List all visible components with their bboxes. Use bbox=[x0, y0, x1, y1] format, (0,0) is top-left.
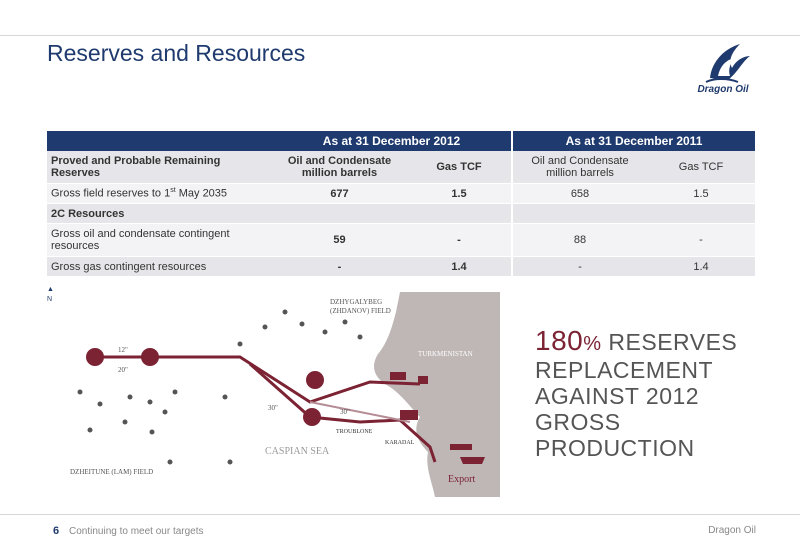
north-arrow: ▲ N bbox=[47, 285, 54, 305]
label-pipe-12: 12" bbox=[118, 346, 128, 354]
row-label: 2C Resources bbox=[47, 203, 272, 224]
col-header-gas-2012: Gas TCF bbox=[407, 151, 512, 184]
facility-box bbox=[418, 376, 428, 384]
reserves-table: As at 31 December 2012 As at 31 December… bbox=[47, 131, 755, 277]
facility-box bbox=[450, 444, 472, 450]
logo-text: Dragon Oil bbox=[697, 84, 749, 95]
platform-circle bbox=[306, 371, 324, 389]
table-row: Gross field reserves to 1st May 2035 677… bbox=[47, 183, 755, 204]
pipeline-main bbox=[95, 355, 421, 404]
north-arrow-icon: ▲ bbox=[47, 286, 54, 293]
cell-gas-2012: 1.5 bbox=[407, 183, 512, 204]
label-pipe-30a: 30" bbox=[268, 404, 278, 412]
table-row: 2C Resources bbox=[47, 203, 755, 224]
well-dot bbox=[322, 329, 328, 335]
col-header-oil-2011: Oil and Condensate million barrels bbox=[511, 151, 647, 184]
platform-markers bbox=[86, 348, 324, 426]
footer-company: Dragon Oil bbox=[708, 525, 756, 536]
cell-empty bbox=[511, 203, 647, 224]
label-pipe-20: 20" bbox=[118, 366, 128, 374]
dragon-logo-icon bbox=[705, 44, 750, 83]
well-dot bbox=[342, 319, 348, 325]
reserves-headline: 180% RESERVES REPLACEMENT AGAINST 2012 G… bbox=[535, 325, 785, 462]
row-label: Gross gas contingent resources bbox=[47, 256, 272, 277]
group-header-2012: As at 31 December 2012 bbox=[272, 131, 512, 151]
well-dot bbox=[357, 334, 363, 340]
cell-oil-2011: 88 bbox=[511, 223, 647, 257]
label-dzheitune: DZHEITUNE (LAM) FIELD bbox=[70, 468, 153, 476]
well-dot bbox=[237, 341, 243, 347]
footer-text: Continuing to meet our targets bbox=[69, 526, 204, 537]
well-dot bbox=[299, 321, 305, 327]
label-caspian: CASPIAN SEA bbox=[265, 446, 330, 457]
well-dot bbox=[162, 409, 168, 415]
group-header-2011: As at 31 December 2011 bbox=[511, 131, 755, 151]
col-header-label: Proved and Probable Remaining Reserves bbox=[47, 151, 272, 184]
label-dzhygalybeg: DZHYGALYBEG bbox=[330, 298, 382, 306]
label-turkmenistan: TURKMENISTAN bbox=[418, 350, 473, 358]
well-dot bbox=[262, 324, 268, 330]
cell-gas-2011: - bbox=[647, 223, 755, 257]
ship-icon bbox=[460, 457, 485, 464]
cell-empty bbox=[272, 203, 407, 224]
headline-line-2: REPLACEMENT bbox=[535, 357, 714, 383]
cell-gas-2012: 1.4 bbox=[407, 256, 512, 277]
platform-circle bbox=[303, 408, 321, 426]
well-dot bbox=[282, 309, 288, 315]
well-dot bbox=[149, 429, 155, 435]
headline-line-3: AGAINST 2012 bbox=[535, 383, 700, 409]
well-dot bbox=[222, 394, 228, 400]
cell-oil-2012: 59 bbox=[272, 223, 407, 257]
page-title: Reserves and Resources bbox=[47, 40, 306, 66]
table-column-header-row: Proved and Probable Remaining Reserves O… bbox=[47, 151, 755, 184]
well-dot bbox=[87, 427, 93, 433]
cell-empty bbox=[647, 203, 755, 224]
label-pipe-30b: 30" bbox=[340, 408, 350, 416]
facility-box bbox=[390, 372, 406, 380]
well-dot bbox=[147, 399, 153, 405]
page-number: 6 bbox=[53, 525, 60, 537]
pipeline-link bbox=[309, 401, 411, 423]
facility-box bbox=[400, 410, 418, 420]
top-rule bbox=[0, 35, 800, 36]
north-label: N bbox=[47, 296, 53, 303]
label-troubline: TROUBLONE bbox=[336, 429, 373, 435]
well-dot bbox=[172, 389, 178, 395]
label-export: Export bbox=[448, 474, 475, 485]
cell-oil-2012: - bbox=[272, 256, 407, 277]
cell-oil-2011: - bbox=[511, 256, 647, 277]
table-row: Gross gas contingent resources - 1.4 - 1… bbox=[47, 256, 755, 277]
label-karadal: KARADAL bbox=[385, 440, 415, 446]
table-corner bbox=[47, 131, 272, 151]
col-header-gas-2011: Gas TCF bbox=[647, 151, 755, 184]
platform-circle bbox=[86, 348, 104, 366]
row-label: Gross oil and condensate contingent reso… bbox=[47, 223, 272, 257]
bottom-rule bbox=[0, 514, 800, 515]
well-dot bbox=[167, 459, 173, 465]
well-dot bbox=[97, 401, 103, 407]
well-dot bbox=[127, 394, 133, 400]
well-dot bbox=[227, 459, 233, 465]
cell-oil-2011: 658 bbox=[511, 183, 647, 204]
cell-gas-2011: 1.5 bbox=[647, 183, 755, 204]
well-dot bbox=[122, 419, 128, 425]
cell-empty bbox=[407, 203, 512, 224]
table-row: Gross oil and condensate contingent reso… bbox=[47, 223, 755, 257]
cell-gas-2012: - bbox=[407, 223, 512, 257]
row-label: Gross field reserves to 1st May 2035 bbox=[47, 183, 272, 204]
cell-gas-2011: 1.4 bbox=[647, 256, 755, 277]
well-markers bbox=[77, 309, 363, 465]
label-zhdanov: (ZHDANOV) FIELD bbox=[330, 307, 391, 315]
headline-line-1: 180% RESERVES bbox=[535, 325, 738, 356]
dragon-oil-logo: Dragon Oil bbox=[688, 38, 758, 100]
well-dot bbox=[77, 389, 83, 395]
land-mass bbox=[374, 292, 500, 497]
headline-line-4: GROSS PRODUCTION bbox=[535, 409, 695, 461]
col-header-oil-2012: Oil and Condensate million barrels bbox=[272, 151, 407, 184]
cell-oil-2012: 677 bbox=[272, 183, 407, 204]
pipeline-south bbox=[249, 362, 437, 463]
table-group-header-row: As at 31 December 2012 As at 31 December… bbox=[47, 131, 755, 151]
field-map: DZHYGALYBEG (ZHDANOV) FIELD TURKMENISTAN… bbox=[70, 292, 500, 497]
platform-circle bbox=[141, 348, 159, 366]
